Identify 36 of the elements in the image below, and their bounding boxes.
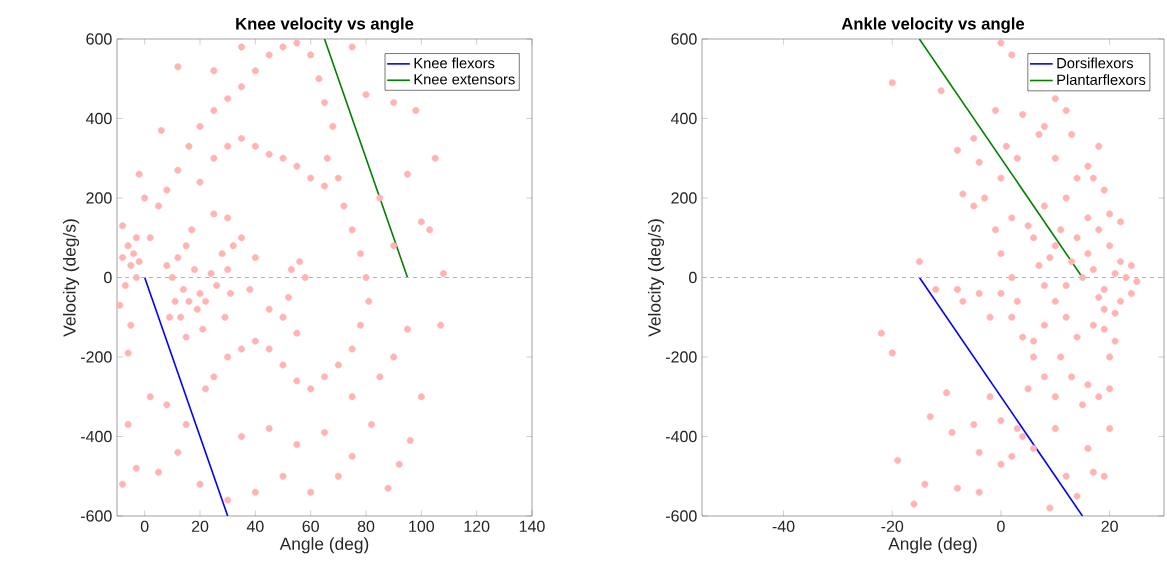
y-tick-label: 600 bbox=[86, 33, 112, 45]
x-tick-label: -40 bbox=[772, 520, 795, 533]
x-tick-label: 60 bbox=[302, 520, 319, 533]
y-tick-label: -200 bbox=[80, 351, 112, 363]
y-axis-title: Velocity (deg/s) bbox=[647, 219, 665, 337]
y-tick-label: 600 bbox=[671, 33, 697, 45]
y-tick-label: 200 bbox=[86, 192, 112, 204]
y-tick-label: -400 bbox=[80, 430, 112, 443]
chart-title: Knee velocity vs angle bbox=[236, 17, 414, 33]
x-tick-label: 40 bbox=[246, 520, 264, 533]
legend-label: Plantarflexors bbox=[1057, 74, 1146, 85]
x-tick-label: 120 bbox=[464, 520, 490, 533]
x-tick-label: 20 bbox=[191, 520, 209, 533]
x-axis-title: Angle (deg) bbox=[888, 537, 977, 554]
x-tick-label: 80 bbox=[357, 520, 375, 533]
x-tick-label: 20 bbox=[1101, 520, 1118, 533]
x-tick-label: 100 bbox=[409, 520, 435, 533]
x-tick-label: -20 bbox=[881, 520, 904, 533]
y-tick-label: 0 bbox=[104, 271, 112, 284]
y-tick-label: -400 bbox=[665, 430, 697, 443]
y-tick-label: -200 bbox=[665, 351, 697, 363]
y-tick-label: 400 bbox=[85, 112, 112, 125]
x-axis-title: Angle (deg) bbox=[279, 537, 369, 554]
y-tick-label: 200 bbox=[671, 192, 697, 204]
legend-label: Knee extensors bbox=[414, 74, 515, 85]
legend-label: Knee flexors bbox=[414, 57, 495, 69]
y-axis-title: Velocity (deg/s) bbox=[62, 219, 80, 337]
x-tick-label: 0 bbox=[140, 520, 149, 533]
chart-title: Ankle velocity vs angle bbox=[841, 17, 1025, 33]
y-tick-label: -600 bbox=[80, 510, 112, 522]
y-tick-label: 0 bbox=[689, 271, 697, 284]
y-tick-label: 400 bbox=[670, 112, 697, 125]
y-tick-label: -600 bbox=[665, 510, 697, 522]
legend-label: Dorsiflexors bbox=[1057, 57, 1134, 69]
x-tick-label: 0 bbox=[997, 520, 1005, 533]
x-tick-label: 140 bbox=[519, 520, 545, 533]
